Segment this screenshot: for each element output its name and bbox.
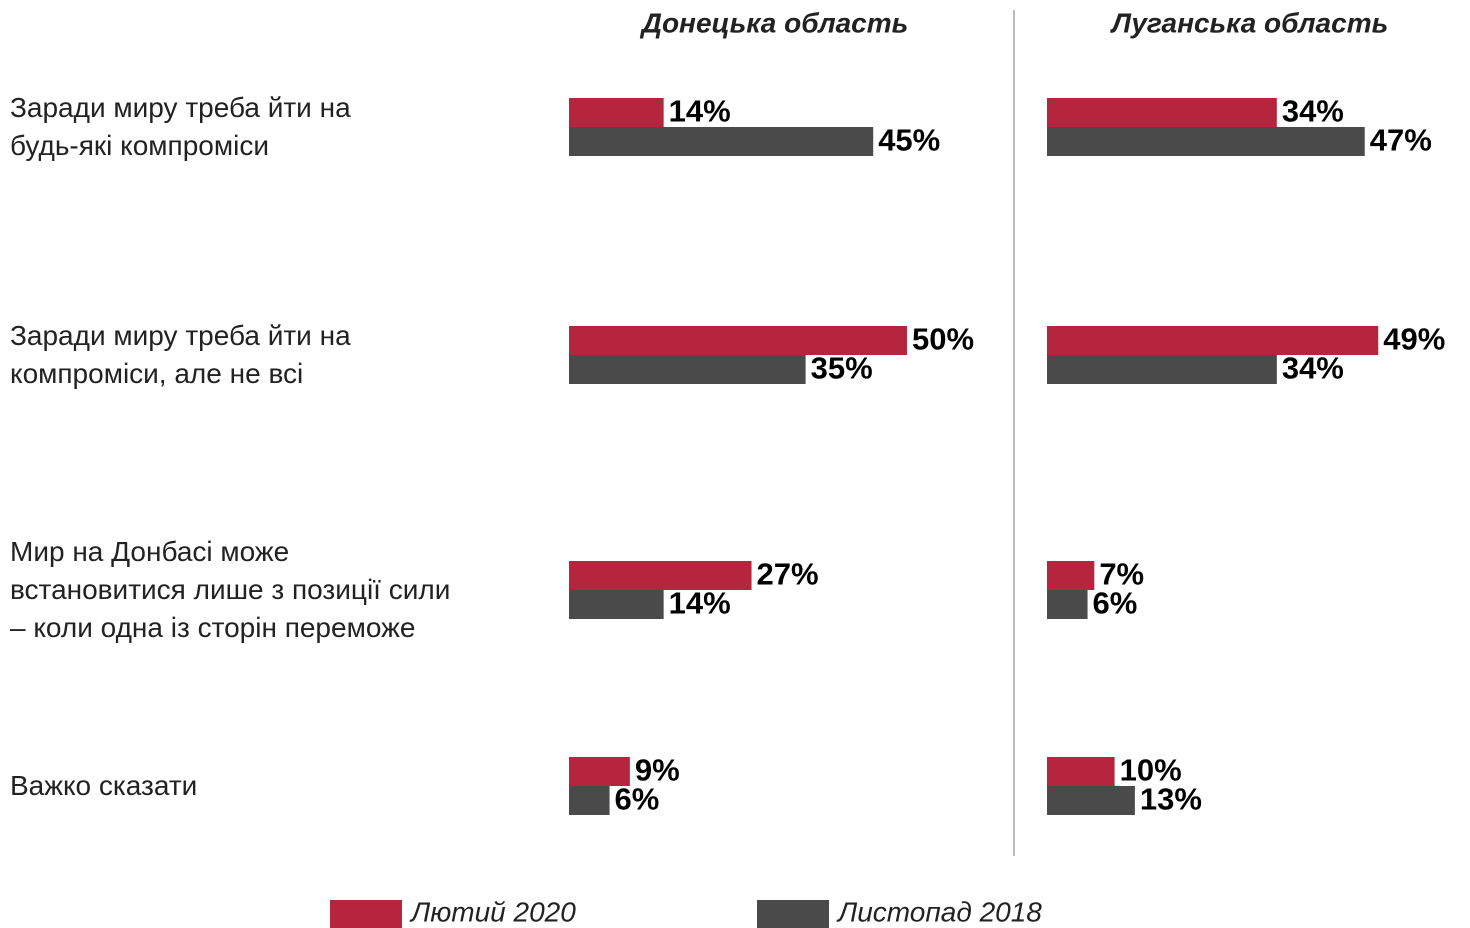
bar bbox=[569, 561, 752, 590]
value-label: 13% bbox=[1140, 782, 1202, 817]
legend-label: Листопад 2018 bbox=[836, 896, 1042, 927]
bar bbox=[1047, 326, 1379, 355]
legend-swatch bbox=[757, 900, 829, 928]
value-label: 10% bbox=[1120, 753, 1182, 788]
value-label: 35% bbox=[811, 351, 873, 386]
value-label: 7% bbox=[1099, 557, 1144, 592]
value-label: 47% bbox=[1370, 123, 1432, 158]
value-label: 9% bbox=[635, 753, 680, 788]
category-label: Важко сказати bbox=[10, 770, 198, 801]
bar bbox=[1047, 98, 1277, 127]
bar bbox=[1047, 786, 1135, 815]
value-label: 50% bbox=[912, 322, 974, 357]
value-label: 27% bbox=[757, 557, 819, 592]
legend-label: Лютий 2020 bbox=[409, 896, 576, 927]
bar bbox=[1047, 757, 1115, 786]
value-label: 34% bbox=[1282, 351, 1344, 386]
bar bbox=[569, 757, 630, 786]
category-label: Мир на Донбасі може встановитися лише з … bbox=[10, 536, 451, 643]
value-label: 45% bbox=[878, 123, 940, 158]
bar bbox=[569, 590, 664, 619]
value-label: 6% bbox=[615, 782, 660, 817]
panel-title: Луганська область bbox=[1110, 7, 1388, 38]
value-label: 49% bbox=[1383, 322, 1445, 357]
bar bbox=[569, 127, 874, 156]
legend-swatch bbox=[330, 900, 402, 928]
bar bbox=[1047, 590, 1088, 619]
bar bbox=[1047, 127, 1365, 156]
value-label: 14% bbox=[669, 586, 731, 621]
bar bbox=[569, 355, 806, 384]
bar bbox=[569, 786, 610, 815]
category-label: Заради миру треба йти на будь-які компро… bbox=[10, 92, 351, 161]
value-label: 34% bbox=[1282, 94, 1344, 129]
bar bbox=[1047, 561, 1095, 590]
bar bbox=[569, 98, 664, 127]
category-label: Заради миру треба йти на компроміси, але… bbox=[10, 320, 351, 389]
panel-title: Донецька область bbox=[640, 7, 909, 38]
value-label: 14% bbox=[669, 94, 731, 129]
value-label: 6% bbox=[1093, 586, 1138, 621]
bar bbox=[569, 326, 907, 355]
bar bbox=[1047, 355, 1277, 384]
